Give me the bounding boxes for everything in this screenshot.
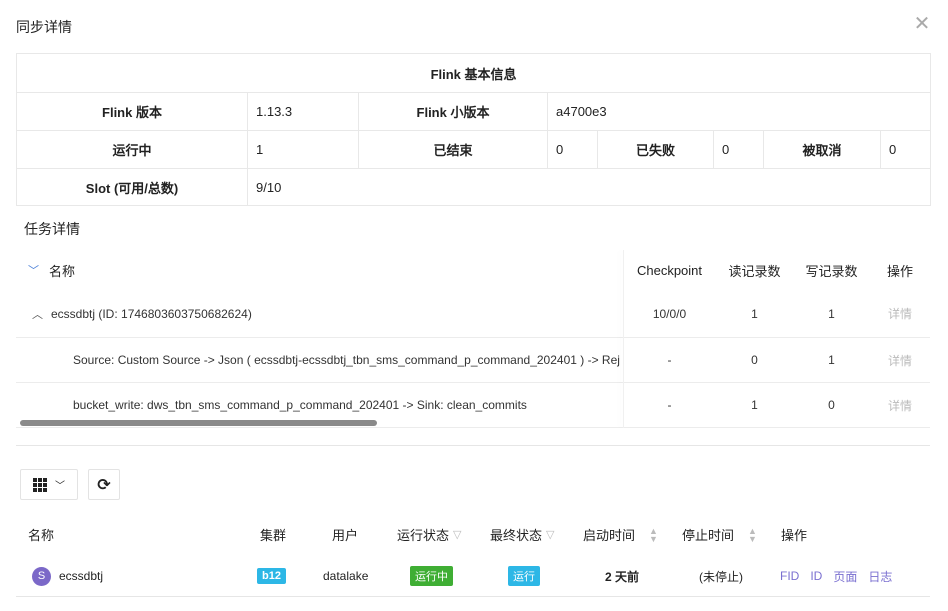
flink-version: 1.13.3 <box>247 92 359 131</box>
read-count: 1 <box>751 398 758 412</box>
flink-minor-label: Flink 小版本 <box>358 92 548 131</box>
running-label: 运行中 <box>16 130 248 169</box>
finished: 0 <box>547 130 598 169</box>
refresh-button[interactable]: ⟳ <box>88 469 120 500</box>
collapse-icon[interactable]: ︿ <box>32 308 43 321</box>
write-count: 1 <box>828 306 835 321</box>
col-run-state[interactable]: 运行状态 ▽ <box>397 525 461 544</box>
job-actions: FID ID 页面 日志 <box>780 567 892 585</box>
read-count: 0 <box>751 353 758 367</box>
running: 1 <box>247 130 359 169</box>
fixed-column-divider <box>623 250 624 428</box>
failed-label: 已失败 <box>597 130 714 169</box>
sort-icon[interactable]: ▲ ▼ <box>748 525 757 544</box>
close-icon[interactable]: ✕ <box>913 13 931 35</box>
stop-time: (未停止) <box>699 569 743 584</box>
col-final-state[interactable]: 最终状态 ▽ <box>490 525 554 544</box>
info-header: Flink 基本信息 <box>15 53 932 93</box>
column-settings-button[interactable]: ﹀ <box>20 469 78 500</box>
slot: 9/10 <box>246 168 932 206</box>
col-user: 用户 <box>332 528 359 543</box>
task-tree-table: ﹀ 名称 Checkpoint 读记录数 写记录数 操作 ︿ ecssdbtj (I… <box>16 250 930 428</box>
divider <box>16 445 930 446</box>
task-header-row: ﹀ 名称 Checkpoint 读记录数 写记录数 操作 <box>16 250 930 290</box>
horizontal-scrollbar[interactable] <box>20 420 377 426</box>
avatar: S <box>32 566 51 586</box>
id-link[interactable]: ID <box>810 569 823 583</box>
detail-link[interactable]: 详情 <box>887 398 912 413</box>
sort-icon[interactable]: ▲ ▼ <box>649 525 658 544</box>
col-run-state-label: 运行状态 <box>397 528 450 543</box>
col-job-name: 名称 <box>28 528 55 543</box>
col-final-state-label: 最终状态 <box>490 528 543 543</box>
checkpoint: - <box>667 353 672 367</box>
fid-link[interactable]: FID <box>780 569 800 583</box>
detail-link[interactable]: 详情 <box>887 353 912 368</box>
cancelled-label: 被取消 <box>763 130 881 169</box>
slot-label: Slot (可用/总数) <box>16 168 248 206</box>
failed: 0 <box>713 130 764 169</box>
col-checkpoint: Checkpoint <box>636 262 703 278</box>
collapse-all-icon[interactable]: ﹀ <box>28 265 39 277</box>
job-user: datalake <box>323 569 369 583</box>
checkpoint: - <box>667 398 672 412</box>
log-link[interactable]: 日志 <box>868 569 893 584</box>
grid-icon <box>33 477 47 492</box>
final-state-tag: 运行 <box>508 566 540 586</box>
col-write: 写记录数 <box>805 263 858 279</box>
cluster-tag: b12 <box>257 568 286 584</box>
flink-minor: a4700e3 <box>546 92 932 131</box>
run-state-tag: 运行中 <box>410 566 453 586</box>
task-section-title: 任务详情 <box>24 221 80 237</box>
task-name: bucket_write: dws_tbn_sms_command_p_comm… <box>73 398 527 412</box>
task-row: bucket_write: dws_tbn_sms_command_p_comm… <box>16 383 930 428</box>
task-name: ecssdbtj (ID: 1746803603750682624) <box>51 306 252 321</box>
task-name: Source: Custom Source -> Json ( ecssdbtj… <box>73 353 620 367</box>
flink-info-table: Flink 基本信息 Flink 版本 1.13.3 Flink 小版本 a4700e… <box>15 53 932 206</box>
col-cluster: 集群 <box>260 528 287 543</box>
col-actions: 操作 <box>781 528 808 543</box>
detail-link[interactable]: 详情 <box>887 307 912 321</box>
read-count: 1 <box>751 306 758 321</box>
finished-label: 已结束 <box>358 130 548 169</box>
start-time: 2 天前 <box>605 569 640 584</box>
filter-icon[interactable]: ▽ <box>546 529 555 541</box>
write-count: 1 <box>828 353 835 367</box>
dialog-title: 同步详情 <box>16 19 72 35</box>
flink-version-label: Flink 版本 <box>16 92 248 131</box>
row-divider <box>16 596 930 597</box>
col-stop-time[interactable]: 停止时间 ▲ ▼ <box>682 525 757 544</box>
task-row: ︿ ecssdbtj (ID: 1746803603750682624) 10/0… <box>16 290 930 338</box>
col-action: 操作 <box>886 263 913 279</box>
chevron-down-icon: ﹀ <box>55 481 65 492</box>
filter-icon[interactable]: ▽ <box>453 529 462 541</box>
checkpoint: 10/0/0 <box>652 306 687 321</box>
job-name: ecssdbtj <box>59 569 104 583</box>
col-stop-time-label: 停止时间 <box>682 528 735 543</box>
col-start-time[interactable]: 启动时间 ▲ ▼ <box>583 525 658 544</box>
cancelled: 0 <box>879 130 932 169</box>
task-row: Source: Custom Source -> Json ( ecssdbtj… <box>16 338 930 383</box>
col-start-time-label: 启动时间 <box>583 528 636 543</box>
col-read: 读记录数 <box>728 263 781 279</box>
col-name: 名称 <box>49 263 76 279</box>
write-count: 0 <box>828 398 835 412</box>
refresh-icon: ⟳ <box>97 476 111 494</box>
page-link[interactable]: 页面 <box>833 569 858 584</box>
